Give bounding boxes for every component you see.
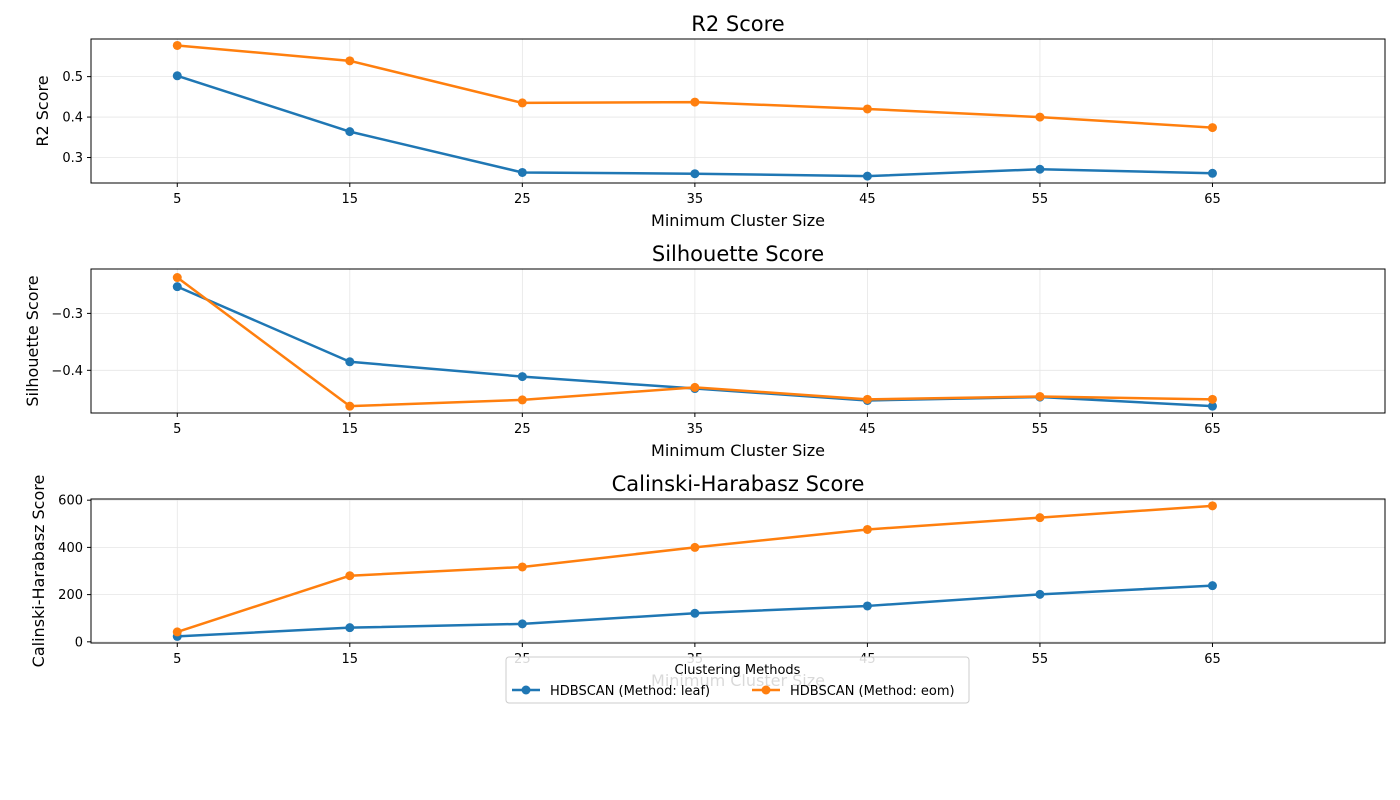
y-axis-label: Silhouette Score xyxy=(23,275,42,406)
axes-frame xyxy=(90,38,1386,184)
data-point-leaf xyxy=(345,127,355,137)
x-tick-label: 65 xyxy=(1204,422,1221,437)
data-point-leaf xyxy=(345,357,355,367)
x-tick-label: 15 xyxy=(342,652,359,667)
axes-frame xyxy=(90,268,1386,414)
data-point-leaf xyxy=(690,608,700,618)
data-point-leaf xyxy=(172,282,182,292)
y-tick-label: 600 xyxy=(58,494,83,509)
y-tick-label: −0.4 xyxy=(51,364,83,379)
data-point-eom xyxy=(690,97,700,107)
data-point-eom xyxy=(172,627,182,637)
data-point-leaf xyxy=(1207,581,1217,591)
data-point-leaf xyxy=(1035,164,1045,174)
x-tick-label: 25 xyxy=(514,192,531,207)
axes-frame xyxy=(90,498,1386,644)
legend-marker-leaf xyxy=(521,685,531,695)
x-tick-label: 15 xyxy=(342,422,359,437)
legend-entry-leaf: HDBSCAN (Method: leaf) xyxy=(550,684,710,699)
data-point-eom xyxy=(690,542,700,552)
data-point-leaf xyxy=(172,71,182,81)
data-point-eom xyxy=(862,104,872,114)
chart-title: R2 Score xyxy=(691,12,784,36)
data-point-eom xyxy=(862,394,872,404)
data-point-leaf xyxy=(862,171,872,181)
data-point-eom xyxy=(517,98,527,108)
subplot-2: 5 15 25 35 45 55 65 −0.4 −0.3 Silhouette Score Min… xyxy=(23,242,1386,460)
data-point-leaf xyxy=(517,167,527,177)
data-point-eom xyxy=(1207,501,1217,511)
x-tick-label: 35 xyxy=(687,192,704,207)
x-tick-label: 5 xyxy=(173,652,181,667)
y-tick-label: 0.3 xyxy=(62,151,83,166)
data-point-eom xyxy=(172,40,182,50)
legend: Clustering Methods HDBSCAN (Method: leaf)… xyxy=(505,656,970,704)
x-axis-label: Minimum Cluster Size xyxy=(651,211,825,230)
x-tick-label: 45 xyxy=(859,192,876,207)
x-tick-label: 55 xyxy=(1032,192,1049,207)
data-point-eom xyxy=(345,56,355,66)
data-point-eom xyxy=(1035,513,1045,523)
y-tick-label: −0.3 xyxy=(51,307,83,322)
y-axis-label: Calinski-Harabasz Score xyxy=(29,475,48,668)
x-tick-label: 45 xyxy=(859,422,876,437)
x-tick-label: 35 xyxy=(687,422,704,437)
data-point-leaf xyxy=(690,169,700,179)
y-tick-label: 200 xyxy=(58,588,83,603)
x-tick-label: 25 xyxy=(514,422,531,437)
data-point-leaf xyxy=(345,623,355,633)
data-point-leaf xyxy=(862,601,872,611)
data-point-leaf xyxy=(1207,168,1217,178)
data-point-eom xyxy=(517,395,527,405)
data-point-eom xyxy=(690,382,700,392)
legend-marker-eom xyxy=(761,685,771,695)
y-axis-label: R2 Score xyxy=(33,75,52,146)
legend-box xyxy=(505,656,970,704)
data-point-eom xyxy=(517,562,527,572)
x-tick-label: 5 xyxy=(173,192,181,207)
data-point-eom xyxy=(1035,112,1045,122)
data-point-eom xyxy=(345,401,355,411)
data-point-leaf xyxy=(1207,401,1217,411)
data-point-eom xyxy=(1035,391,1045,401)
data-point-eom xyxy=(345,571,355,581)
subplot-1: 5 15 25 35 45 55 65 0.3 0.4 0.5 R2 Score Minimum Cl… xyxy=(33,12,1386,230)
legend-entry-eom: HDBSCAN (Method: eom) xyxy=(790,684,955,699)
x-tick-label: 65 xyxy=(1204,192,1221,207)
chart-title: Silhouette Score xyxy=(652,242,824,266)
legend-title: Clustering Methods xyxy=(675,663,801,678)
x-tick-label: 55 xyxy=(1032,422,1049,437)
x-tick-label: 65 xyxy=(1204,652,1221,667)
y-tick-label: 0.4 xyxy=(62,111,83,126)
y-tick-label: 400 xyxy=(58,541,83,556)
y-tick-label: 0.5 xyxy=(62,70,83,85)
x-tick-label: 15 xyxy=(342,192,359,207)
data-point-leaf xyxy=(1035,589,1045,599)
data-point-eom xyxy=(172,273,182,283)
y-tick-label: 0 xyxy=(75,635,83,650)
chart-title: Calinski-Harabasz Score xyxy=(612,472,865,496)
data-point-leaf xyxy=(517,372,527,382)
data-point-eom xyxy=(1207,123,1217,133)
data-point-leaf xyxy=(517,619,527,629)
x-tick-label: 5 xyxy=(173,422,181,437)
x-axis-label: Minimum Cluster Size xyxy=(651,441,825,460)
data-point-eom xyxy=(862,524,872,534)
x-tick-label: 55 xyxy=(1032,652,1049,667)
data-point-eom xyxy=(1207,394,1217,404)
